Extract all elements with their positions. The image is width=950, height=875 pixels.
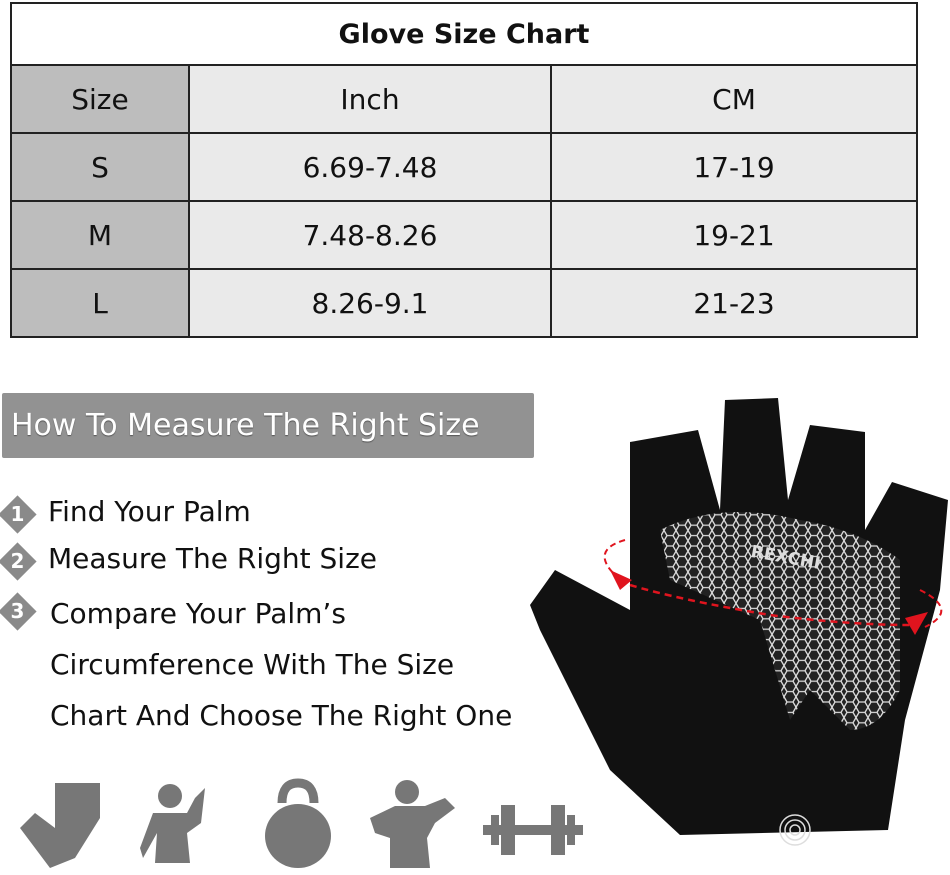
size-cell: M	[10, 200, 190, 270]
measure-heading: How To Measure The Right Size	[2, 393, 534, 458]
step-text-cont: Chart And Choose The Right One	[50, 699, 513, 732]
table-title: Glove Size Chart	[10, 2, 918, 66]
step-number: 1	[10, 502, 25, 526]
size-cell: S	[10, 132, 190, 202]
size-chart-table: Glove Size Chart Size Inch CM S 6.69-7.4…	[10, 2, 918, 338]
woman-dumbbell-icon	[140, 784, 205, 863]
fingerprint-icon	[779, 814, 811, 846]
table-row: M 7.48-8.26 19-21	[10, 200, 918, 270]
cm-cell: 19-21	[550, 200, 918, 270]
table-row: L 8.26-9.1 21-23	[10, 268, 918, 338]
cm-cell: 21-23	[550, 268, 918, 338]
step-text-cont: Circumference With The Size	[50, 648, 455, 681]
table-header-row: Size Inch CM	[10, 64, 918, 134]
barbell-icon	[483, 805, 583, 855]
step-number: 3	[10, 599, 25, 623]
glove-image: REXCHI	[530, 398, 948, 846]
arrow-icon	[905, 612, 928, 635]
man-dumbbell-icon	[370, 780, 455, 868]
inch-cell: 6.69-7.48	[188, 132, 552, 202]
step-text: Compare Your Palm’s	[50, 597, 346, 630]
arrow-icon	[610, 570, 632, 590]
step-number: 2	[10, 549, 25, 573]
step-text: Measure The Right Size	[48, 542, 377, 575]
header-inch: Inch	[188, 64, 552, 134]
inch-cell: 8.26-9.1	[188, 268, 552, 338]
header-cm: CM	[550, 64, 918, 134]
step-text: Find Your Palm	[48, 495, 251, 528]
size-cell: L	[10, 268, 190, 338]
kettlebell-icon	[265, 778, 331, 868]
cm-cell: 17-19	[550, 132, 918, 202]
inch-cell: 7.48-8.26	[188, 200, 552, 270]
glove-icon	[20, 783, 100, 868]
table-row: S 6.69-7.48 17-19	[10, 132, 918, 202]
header-size: Size	[10, 64, 190, 134]
